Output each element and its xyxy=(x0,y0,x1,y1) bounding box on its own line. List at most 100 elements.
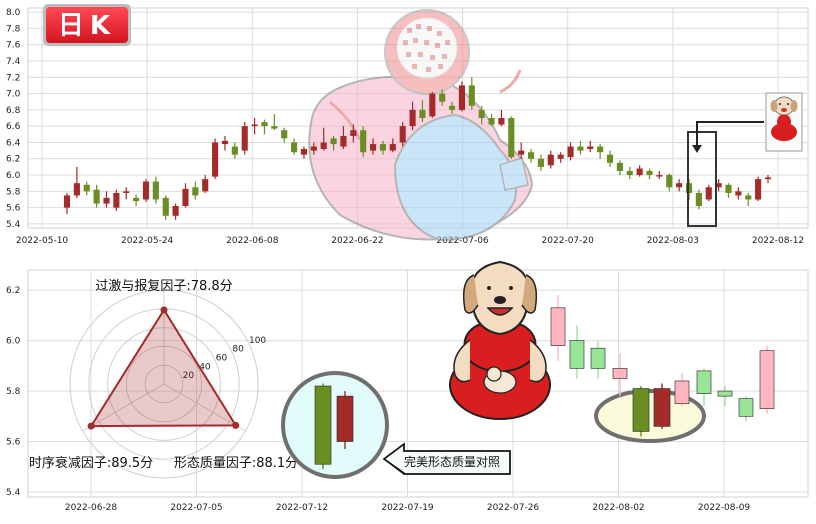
top-x-tick: 2022-06-08 xyxy=(226,236,279,246)
top-y-tick: 5.6 xyxy=(6,204,21,214)
top-candle xyxy=(241,126,248,151)
top-y-tick: 7.2 xyxy=(6,73,20,83)
pattern-candle xyxy=(314,385,332,465)
faded-candle xyxy=(717,390,733,397)
top-candle xyxy=(656,175,663,177)
bottom-x-tick: 2022-07-19 xyxy=(381,503,434,513)
top-candle xyxy=(518,150,525,155)
top-x-tick: 2022-05-24 xyxy=(121,236,174,246)
radar-ring-label: 40 xyxy=(199,362,211,372)
top-candle xyxy=(685,183,693,193)
compare-candles xyxy=(632,383,671,437)
top-candle xyxy=(597,146,604,153)
top-y-tick: 7.0 xyxy=(6,90,21,100)
top-x-tick: 2022-06-22 xyxy=(331,236,383,246)
top-candle xyxy=(340,135,347,147)
top-candle xyxy=(350,130,357,136)
top-candle xyxy=(439,93,446,102)
top-candle xyxy=(389,144,396,151)
top-candle xyxy=(626,170,633,176)
top-y-tick: 7.6 xyxy=(6,41,21,51)
top-candle xyxy=(103,197,110,204)
top-candle xyxy=(251,124,258,127)
top-candle xyxy=(261,122,268,127)
radar-ring-label: 60 xyxy=(216,354,228,364)
top-candle xyxy=(310,146,317,151)
radar-polygon xyxy=(89,308,238,428)
top-candle xyxy=(468,85,475,106)
top-candle xyxy=(192,187,199,196)
top-candle xyxy=(83,184,90,192)
pattern-highlight-box xyxy=(687,131,717,227)
top-candle xyxy=(498,118,505,125)
top-candle xyxy=(182,188,189,206)
top-candle xyxy=(291,142,298,153)
top-candle xyxy=(320,142,327,149)
top-candle xyxy=(735,191,742,196)
radar-spoke xyxy=(163,383,246,432)
top-candle xyxy=(142,181,150,200)
top-candle xyxy=(281,130,288,139)
top-candle xyxy=(547,154,554,166)
top-candle xyxy=(271,126,278,129)
bottom-y-tick: 5.4 xyxy=(6,488,21,498)
top-candle xyxy=(636,168,643,176)
top-y-tick: 5.4 xyxy=(6,220,21,230)
callout-label: 完美形态质量对照 xyxy=(404,454,500,469)
pointer-arrowhead-icon xyxy=(692,145,702,153)
daily-k-badge[interactable]: 日K xyxy=(43,4,131,46)
top-candle xyxy=(646,170,653,176)
top-candle xyxy=(725,184,732,193)
top-candle xyxy=(666,175,673,188)
bottom-x-tick: 2022-07-05 xyxy=(170,503,222,513)
top-candle xyxy=(537,158,544,167)
bottom-y-tick: 6.2 xyxy=(6,286,20,296)
radar-spoke xyxy=(82,383,165,432)
radar-axis-label: 过激与报复因子:78.8分 xyxy=(95,279,232,294)
faded-candle xyxy=(738,398,754,417)
faded-candle xyxy=(696,370,712,394)
pointer-arrow-icon xyxy=(696,121,764,146)
faded-candle xyxy=(674,380,690,404)
top-y-tick: 8.0 xyxy=(6,8,21,18)
faded-candle xyxy=(569,340,585,369)
top-candle xyxy=(123,191,130,193)
top-candle xyxy=(567,146,574,158)
radar-point xyxy=(87,422,95,430)
perfect-pattern-callout: 完美形态质量对照 xyxy=(382,442,511,475)
top-candles xyxy=(63,77,772,220)
top-candle xyxy=(488,118,495,125)
top-candle xyxy=(745,195,752,200)
top-candle xyxy=(419,109,426,118)
radar-ring-label: 80 xyxy=(232,345,244,355)
top-candle xyxy=(221,140,229,145)
top-y-tick-labels: 5.4 5.6 5.8 6.0 6.2 6.4 6.6 6.8 7.0 7.2 7.4 7.6 7.8 8… xyxy=(6,8,21,230)
bottom-x-tick: 2022-07-12 xyxy=(276,503,328,513)
top-candle xyxy=(429,93,436,117)
top-y-tick: 7.4 xyxy=(6,57,21,67)
top-candle xyxy=(695,192,702,206)
bottom-y-tick-labels: 5.4 5.6 5.8 6.0 6.2 xyxy=(6,286,21,498)
top-candle xyxy=(330,138,337,145)
bottom-y-tick: 5.6 xyxy=(6,438,21,448)
top-candle xyxy=(172,206,179,216)
dog-mascot-icon xyxy=(449,260,551,420)
bottom-x-tick: 2022-08-09 xyxy=(698,503,751,513)
top-x-tick: 2022-07-20 xyxy=(542,236,595,246)
bottom-x-tick: 2022-07-26 xyxy=(487,503,540,513)
top-candle xyxy=(379,144,387,151)
faded-candle xyxy=(590,347,606,369)
top-candle xyxy=(458,85,465,110)
compare-candle xyxy=(653,388,671,427)
top-candle xyxy=(587,146,594,149)
top-candle xyxy=(448,105,456,110)
top-candle xyxy=(527,152,535,159)
bottom-kline-chart: 5.45.65.86.06.2 2022-06-28 2022-07-05 2022… xyxy=(6,260,809,513)
top-candle xyxy=(202,179,209,192)
compare-candle xyxy=(632,388,650,432)
bottom-x-tick: 2022-06-28 xyxy=(65,503,118,513)
top-x-tick: 2022-08-12 xyxy=(752,236,804,246)
radar-ring-label: 100 xyxy=(249,336,266,346)
radar-axis-label: 形态质量因子:88.1分 xyxy=(174,456,298,471)
